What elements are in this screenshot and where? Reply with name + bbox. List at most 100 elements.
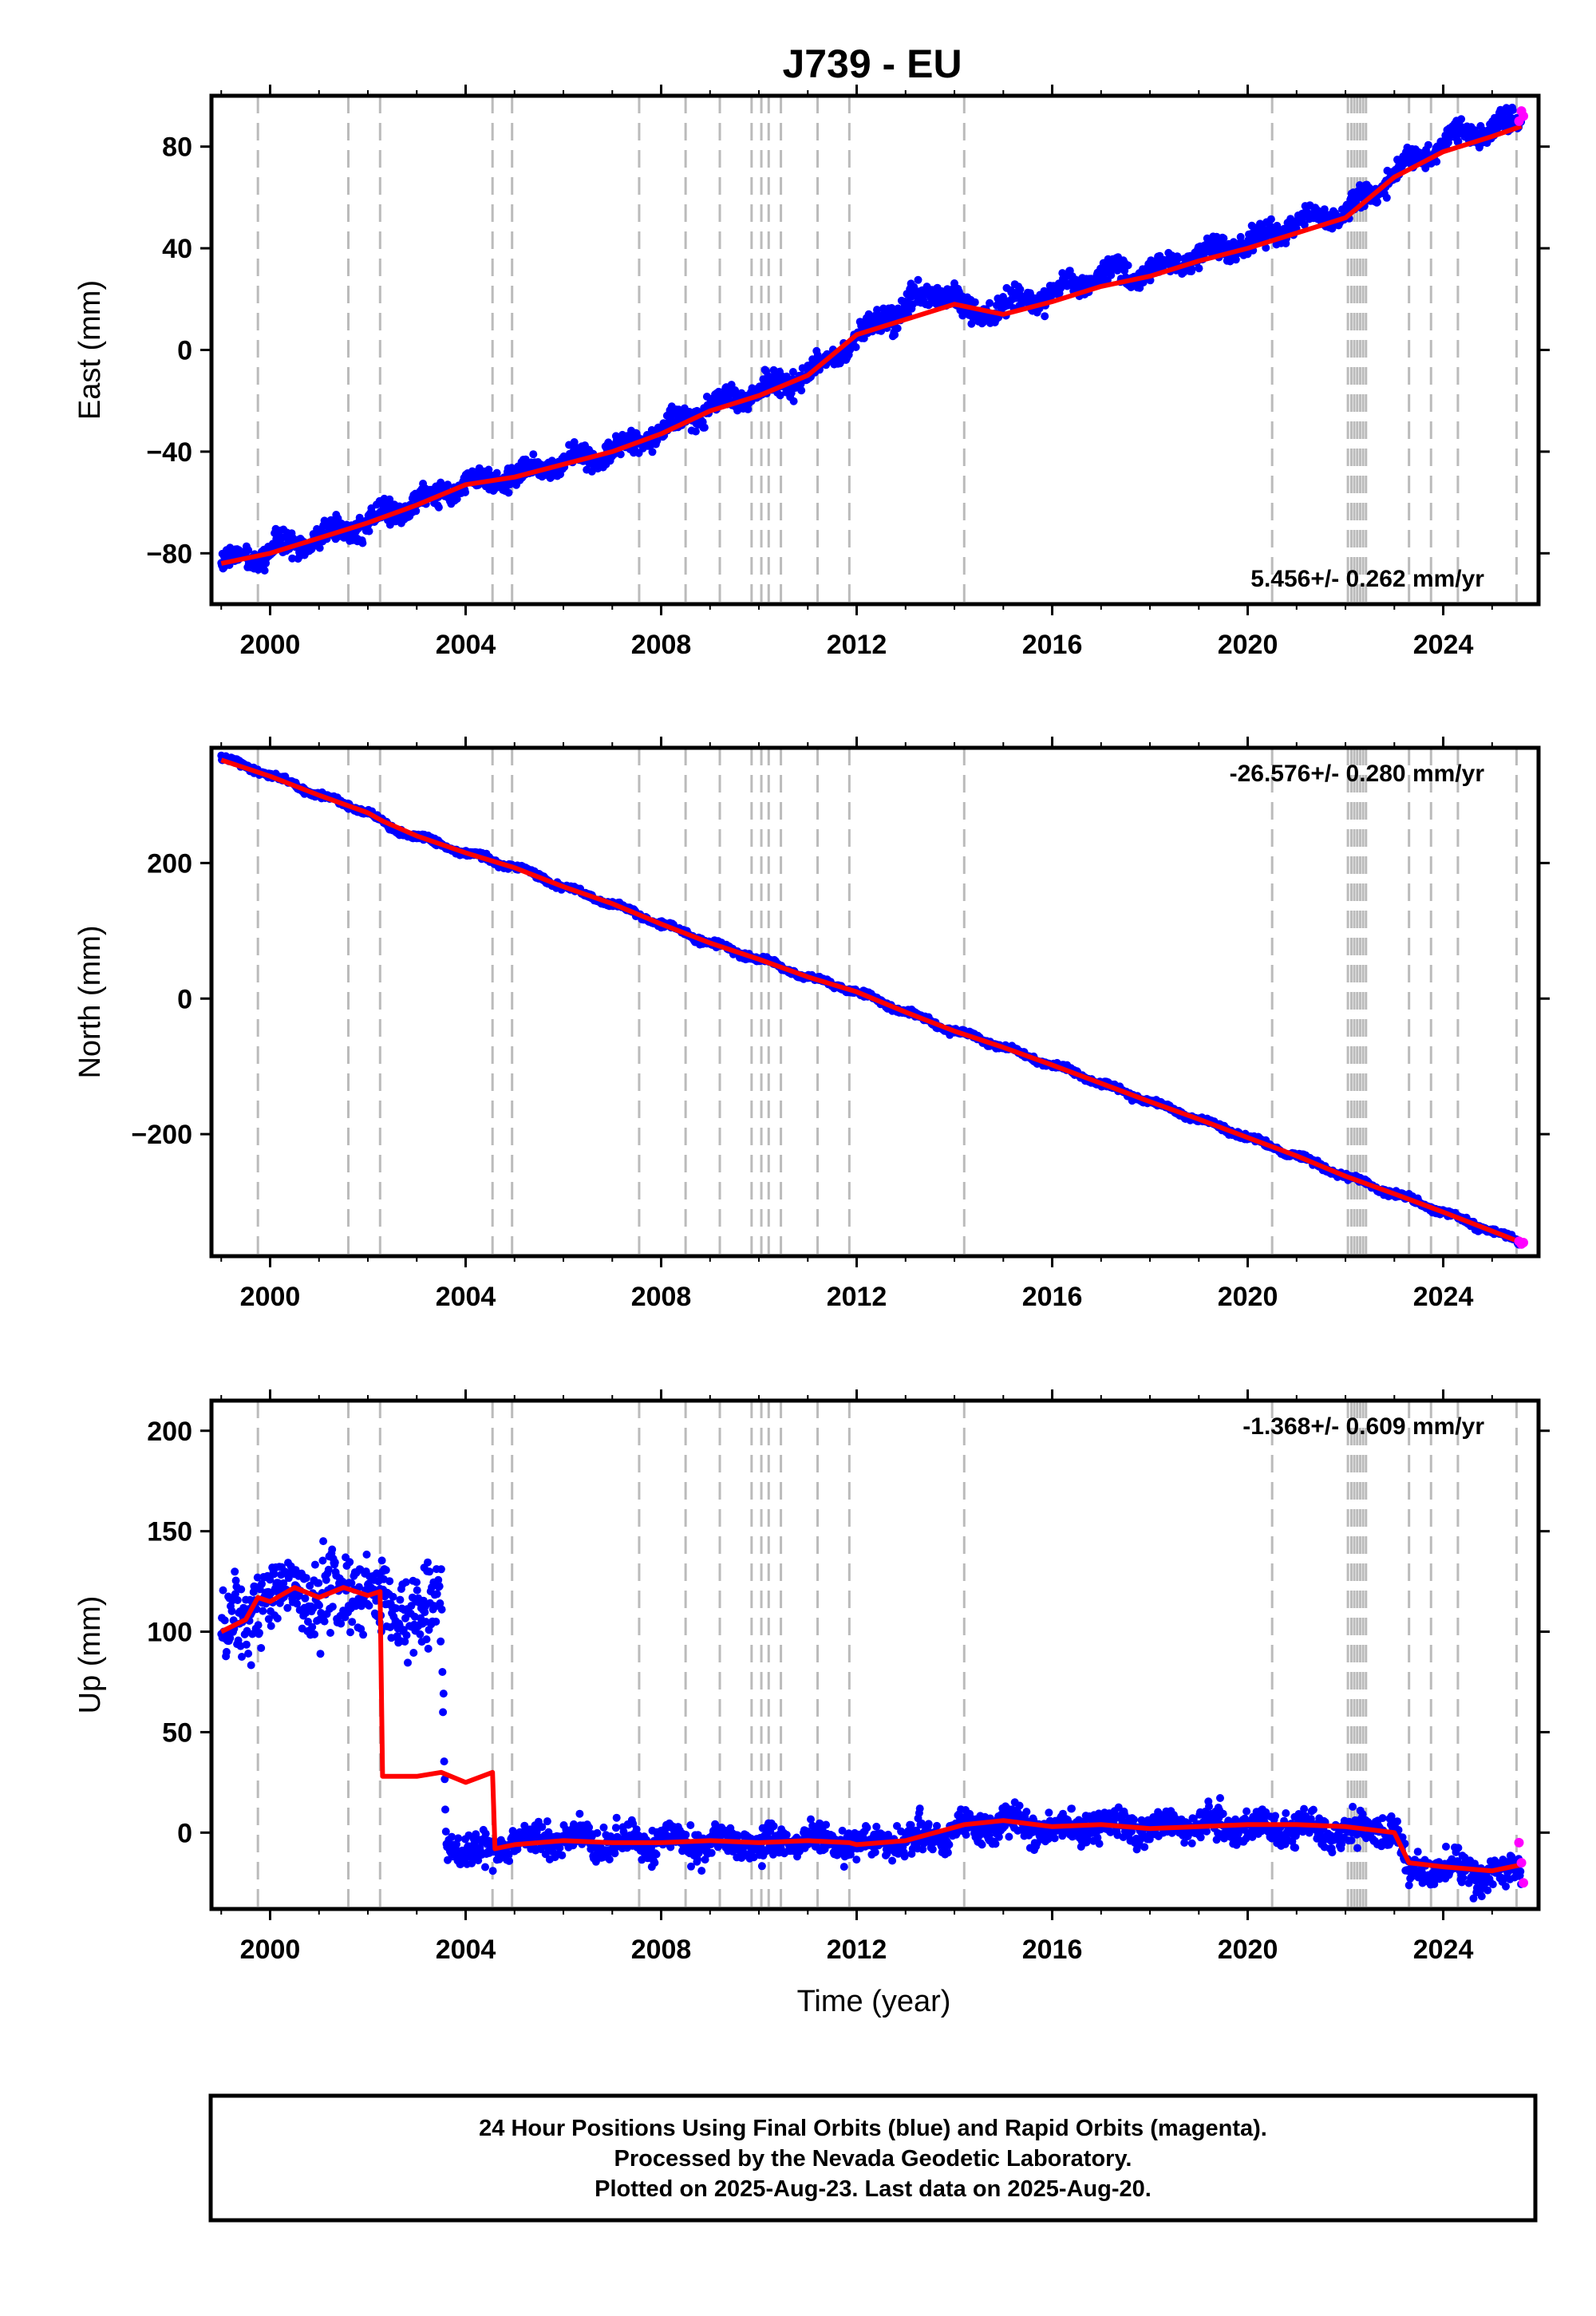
x-tick-label: 2000: [240, 630, 301, 660]
y-tick-label: −40: [146, 437, 192, 468]
x-tick-label: 2024: [1413, 1282, 1474, 1312]
final-orbit-point: [302, 1574, 310, 1583]
final-orbit-point: [1382, 193, 1391, 202]
final-orbit-point: [434, 503, 443, 512]
final-orbit-point: [222, 1647, 231, 1656]
final-orbit-point: [873, 306, 881, 314]
final-orbit-point: [1107, 271, 1116, 279]
final-orbit-point: [365, 527, 373, 536]
final-orbit-point: [259, 1607, 267, 1615]
rapid-orbit-points: [1514, 1236, 1529, 1249]
rapid-orbit-points: [1514, 106, 1529, 126]
series-layer: [217, 751, 1529, 1249]
final-orbit-point: [308, 1622, 317, 1631]
final-orbit-point: [247, 1661, 255, 1670]
final-orbit-point: [891, 330, 899, 339]
final-orbit-point: [326, 1629, 334, 1637]
final-orbit-point: [362, 1550, 371, 1559]
final-orbit-point: [1432, 157, 1441, 166]
final-orbit-point: [788, 368, 797, 376]
x-tick-label: 2020: [1218, 1282, 1278, 1312]
final-orbit-point: [226, 1634, 235, 1642]
final-orbit-point: [504, 488, 513, 497]
final-orbit-point: [358, 539, 367, 547]
final-orbit-point: [365, 1601, 373, 1610]
final-orbit-point: [412, 507, 421, 516]
final-orbit-point: [244, 546, 253, 555]
final-orbit-point: [1454, 137, 1463, 146]
final-orbit-point: [492, 468, 501, 477]
x-tick-label: 2008: [631, 630, 692, 660]
final-orbit-point: [396, 1595, 405, 1604]
final-orbit-point: [484, 465, 493, 474]
final-orbit-point: [267, 1622, 275, 1630]
final-orbit-point: [1508, 106, 1517, 114]
plot-frame: [209, 93, 1541, 607]
final-orbit-point: [233, 1596, 242, 1604]
final-orbit-point: [744, 405, 753, 413]
final-orbit-point: [616, 450, 625, 459]
final-orbit-point: [381, 1566, 390, 1575]
final-orbit-point: [254, 1621, 263, 1630]
final-orbit-point: [310, 1560, 319, 1569]
final-orbit-point: [347, 1579, 356, 1587]
series-layer: [217, 103, 1529, 575]
final-orbit-point: [320, 1617, 329, 1626]
final-orbit-point: [316, 1650, 325, 1658]
final-orbit-point: [461, 488, 469, 496]
y-tick-label: 0: [177, 336, 192, 366]
final-orbit-point: [893, 324, 902, 333]
x-tick-label: 2016: [1022, 630, 1083, 660]
final-orbit-point: [914, 275, 922, 284]
final-orbit-point: [1266, 215, 1275, 223]
final-orbit-point: [255, 1629, 263, 1637]
model-line: [220, 757, 1523, 1245]
final-orbit-point: [648, 448, 657, 456]
final-orbit-point: [318, 1556, 327, 1565]
final-orbit-point: [257, 1644, 266, 1652]
final-orbit-point: [700, 423, 709, 432]
x-tick-label: 2012: [827, 630, 887, 660]
final-orbit-point: [1373, 198, 1381, 206]
velocity-label: 5.456+/- 0.262 mm/yr: [1250, 566, 1484, 592]
velocity-label: -26.576+/- 0.280 mm/yr: [1230, 761, 1485, 787]
final-orbit-point: [244, 1650, 253, 1658]
final-orbit-point: [337, 1619, 346, 1628]
final-orbit-point: [452, 495, 461, 504]
final-orbit-point: [355, 1583, 363, 1591]
final-orbit-point: [1231, 255, 1240, 264]
final-orbit-point: [266, 1575, 275, 1584]
final-orbit-point: [377, 1556, 386, 1565]
final-orbit-point: [444, 480, 452, 489]
final-orbit-point: [529, 450, 538, 459]
final-orbit-point: [260, 566, 269, 575]
final-orbit-point: [231, 1576, 240, 1585]
final-orbit-point: [1262, 243, 1270, 252]
final-orbit-point: [319, 1537, 328, 1546]
final-orbit-point: [1300, 220, 1309, 229]
final-orbit-point: [270, 1570, 279, 1579]
x-tick-label: 2004: [436, 630, 496, 660]
final-orbit-point: [1016, 285, 1025, 294]
x-tick-label: 2024: [1413, 630, 1474, 660]
final-orbit-point: [776, 391, 784, 400]
final-orbit-point: [304, 1618, 312, 1626]
final-orbit-point: [392, 1604, 401, 1613]
x-tick-label: 2004: [436, 1282, 496, 1312]
final-orbit-point: [1041, 312, 1049, 321]
y-tick-label: −200: [131, 1120, 192, 1150]
final-orbit-point: [1352, 197, 1361, 206]
final-orbit-point: [264, 1614, 273, 1623]
final-orbit-point: [797, 386, 806, 395]
final-orbit-point: [986, 298, 994, 307]
final-orbit-point: [1219, 234, 1228, 243]
final-orbit-point: [328, 1545, 337, 1554]
chart-title: J739 - EU: [782, 41, 962, 86]
final-orbit-point: [1457, 115, 1466, 124]
y-axis-label: East (mm): [73, 280, 107, 420]
final-orbit-point: [310, 1630, 319, 1638]
y-tick-label: 40: [162, 234, 192, 264]
